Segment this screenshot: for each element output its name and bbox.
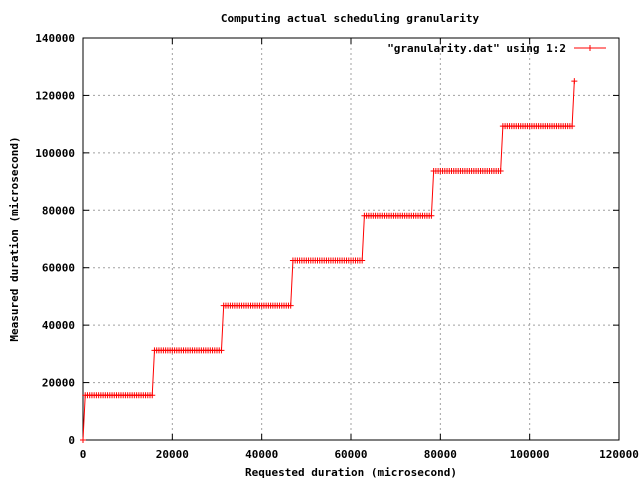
- axis-ticks: 0 20000 40000 60000 80000 100000 120000 0 20000 4…: [35, 32, 639, 461]
- gridlines: [83, 38, 619, 440]
- legend: "granularity.dat" using 1:2: [387, 42, 606, 55]
- y-tick-label: 40000: [42, 319, 75, 332]
- x-axis-title: Requested duration (microsecond): [245, 466, 457, 479]
- data-point: [287, 302, 294, 309]
- y-tick-label: 120000: [35, 89, 75, 102]
- x-tick-label: 80000: [424, 448, 457, 461]
- data-point: [497, 167, 504, 174]
- data-point: [571, 78, 578, 85]
- x-tick-label: 20000: [156, 448, 189, 461]
- series-granularity: [80, 78, 578, 443]
- x-tick-label: 0: [80, 448, 87, 461]
- y-tick-label: 0: [68, 434, 75, 447]
- x-tick-label: 100000: [510, 448, 550, 461]
- legend-marker-sample: [587, 45, 593, 51]
- data-point: [428, 212, 435, 219]
- data-point: [80, 437, 86, 443]
- y-tick-label: 140000: [35, 32, 75, 45]
- data-point: [359, 257, 366, 264]
- data-point: [218, 347, 225, 354]
- data-point: [569, 123, 576, 130]
- chart-title: Computing actual scheduling granularity: [221, 12, 480, 25]
- x-tick-label: 120000: [599, 448, 639, 461]
- legend-label: "granularity.dat" using 1:2: [387, 42, 566, 55]
- y-axis-title: Measured duration (microsecond): [8, 136, 21, 341]
- x-tick-label: 40000: [245, 448, 278, 461]
- y-tick-label: 20000: [42, 377, 75, 390]
- data-point: [149, 392, 156, 399]
- y-tick-label: 100000: [35, 147, 75, 160]
- x-tick-label: 60000: [334, 448, 367, 461]
- y-tick-label: 80000: [42, 204, 75, 217]
- y-tick-label: 60000: [42, 262, 75, 275]
